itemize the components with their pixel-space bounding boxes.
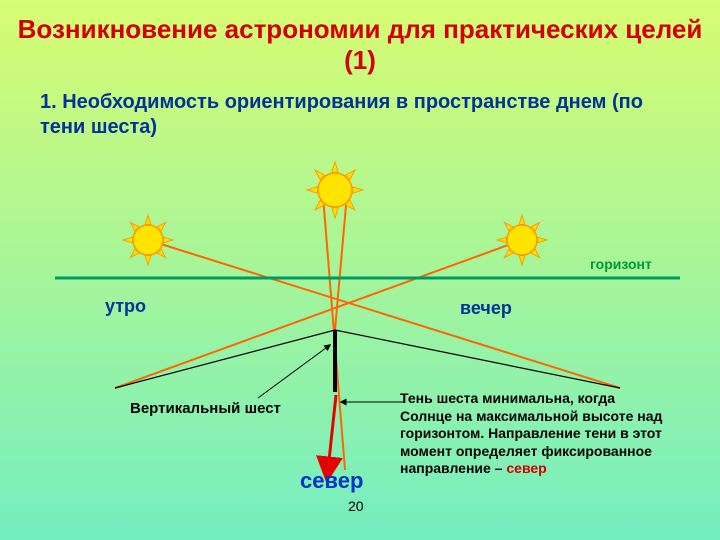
- label-pole: Вертикальный шест: [130, 400, 281, 417]
- shadow-annotation: Тень шеста минимальна, когда Солнце на м…: [400, 390, 670, 478]
- annotation-em: север: [506, 460, 546, 476]
- slide-subtitle: 1. Необходимость ориентирования в простр…: [40, 90, 680, 140]
- label-morning: утро: [105, 296, 146, 317]
- sun-icon: [497, 215, 547, 265]
- sun-icon: [307, 162, 363, 218]
- page-number: 20: [348, 498, 364, 514]
- label-horizon: горизонт: [590, 256, 652, 272]
- label-north: север: [300, 468, 363, 494]
- sun-icon: [123, 215, 173, 265]
- slide-title: Возникновение астрономии для практически…: [0, 14, 720, 76]
- label-evening: вечер: [460, 298, 512, 319]
